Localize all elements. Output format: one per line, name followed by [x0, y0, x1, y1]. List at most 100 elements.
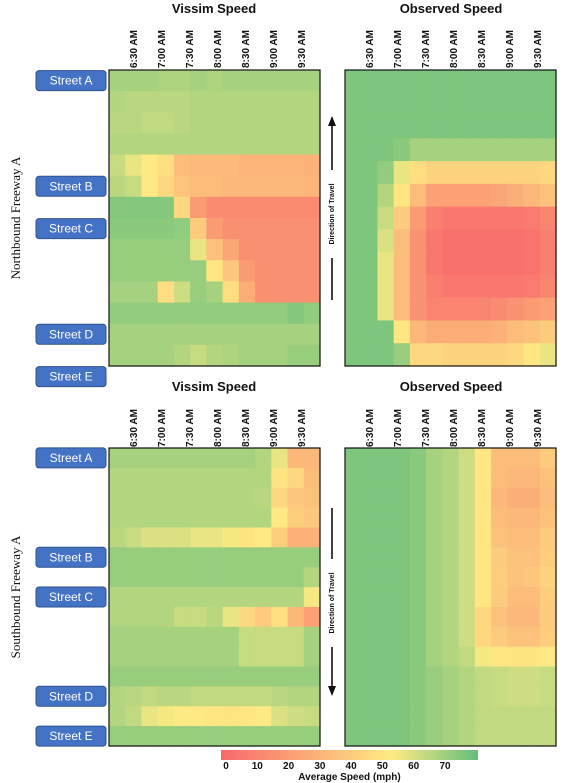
heatmap-cell	[507, 161, 525, 185]
heatmap-cell	[426, 467, 443, 489]
heatmap-cell	[303, 587, 321, 608]
heatmap-cell	[442, 206, 460, 230]
heatmap-cell	[426, 626, 443, 648]
heatmap-cell	[109, 448, 126, 469]
colorbar-gradient	[221, 750, 478, 760]
heatmap-cell	[539, 507, 557, 529]
heatmap-cell	[206, 260, 224, 283]
heatmap-cell	[157, 70, 175, 92]
heatmap-cell	[345, 507, 362, 529]
heatmap-cell	[426, 343, 443, 367]
heatmap-cell	[345, 229, 362, 253]
heatmap-cell	[206, 527, 224, 548]
heatmap-cell	[238, 507, 256, 529]
heatmap-cell	[206, 302, 224, 325]
heatmap-cell	[141, 527, 159, 548]
heatmap-cell	[426, 606, 443, 628]
heatmap-cell	[157, 91, 175, 113]
heatmap-cell	[109, 91, 126, 113]
street-label-box	[35, 366, 107, 388]
heatmap-cell	[287, 448, 305, 469]
heatmap-cell	[442, 138, 460, 162]
heatmap-cell	[255, 567, 272, 588]
heatmap-cell	[442, 567, 460, 588]
heatmap-cell	[409, 646, 427, 668]
heatmap-cell	[409, 686, 427, 707]
heatmap-cell	[141, 196, 159, 219]
heatmap-cell	[141, 686, 159, 707]
heatmap-cell	[491, 183, 508, 208]
heatmap-cell	[377, 70, 395, 94]
heatmap-cell	[393, 274, 411, 299]
heatmap-cell	[271, 587, 289, 608]
heatmap-cell	[287, 507, 305, 529]
heatmap-cell	[125, 567, 143, 588]
heatmap-cell	[109, 344, 126, 367]
heatmap-cell	[409, 666, 427, 687]
heatmap-cell	[474, 666, 492, 687]
heatmap-cell	[157, 175, 175, 198]
heatmap-cell	[287, 112, 305, 135]
heatmap-cell	[393, 527, 411, 548]
heatmap-cell	[271, 133, 289, 156]
heatmap-cell	[190, 626, 207, 648]
heatmap-cell	[523, 547, 541, 568]
heatmap-cell	[109, 154, 126, 177]
heatmap-cell	[287, 587, 305, 608]
heatmap-cell	[539, 706, 557, 727]
heatmap-cell	[409, 138, 427, 162]
heatmap-cell	[173, 70, 191, 92]
heatmap-cell	[141, 606, 159, 628]
heatmap-cell	[206, 646, 224, 668]
heatmap-cell	[271, 344, 289, 367]
heatmap-cell	[474, 115, 492, 139]
heatmap-cell	[507, 115, 525, 139]
heatmap-cell	[206, 587, 224, 608]
heatmap-cell	[125, 70, 143, 92]
heatmap-cell	[539, 70, 557, 94]
heatmap-cell	[491, 320, 508, 344]
heatmap-cell	[190, 112, 207, 135]
heatmap-cell	[125, 281, 143, 304]
heatmap-cell	[442, 161, 460, 185]
street-label-text: Street B	[49, 550, 92, 564]
heatmap-cell	[190, 527, 207, 548]
heatmap-cell	[206, 686, 224, 707]
heatmap-cell	[206, 706, 224, 727]
heatmap-cell	[141, 302, 159, 325]
heatmap-cell	[458, 297, 476, 322]
heatmap-cell	[303, 507, 321, 529]
heatmap-cell	[238, 196, 256, 219]
heatmap-cell	[303, 487, 321, 509]
heatmap-cell	[393, 161, 411, 185]
heatmap-cell	[109, 281, 126, 304]
heatmap-cell	[222, 527, 240, 548]
heatmap-cell	[539, 161, 557, 185]
heatmap-cell	[523, 252, 541, 276]
heatmap-cell	[409, 547, 427, 568]
heatmap-cell	[345, 448, 362, 469]
heatmap-cell	[458, 686, 476, 707]
heatmap-cell	[157, 527, 175, 548]
heatmap-cell	[141, 547, 159, 568]
heatmap-cell	[222, 302, 240, 325]
heatmap-cell	[141, 91, 159, 113]
heatmap-cell	[345, 161, 362, 185]
heatmap-cell	[222, 587, 240, 608]
heatmap-cell	[474, 92, 492, 117]
heatmap-cell	[442, 183, 460, 208]
heatmap-cell	[238, 260, 256, 283]
heatmap-cell	[393, 115, 411, 139]
heatmap-cell	[173, 547, 191, 568]
heatmap-cell	[157, 706, 175, 727]
heatmap-cell	[458, 92, 476, 117]
heatmap-cell	[141, 666, 159, 687]
heatmap-cell	[393, 587, 411, 608]
street-label-box	[35, 546, 107, 568]
heatmap-cell	[458, 448, 476, 469]
heatmap-cell	[303, 448, 321, 469]
heatmap-cell	[303, 281, 321, 304]
time-tick-label: 6:30 AM	[365, 30, 376, 68]
heatmap-cell	[361, 320, 379, 344]
heatmap-cell	[507, 92, 525, 117]
